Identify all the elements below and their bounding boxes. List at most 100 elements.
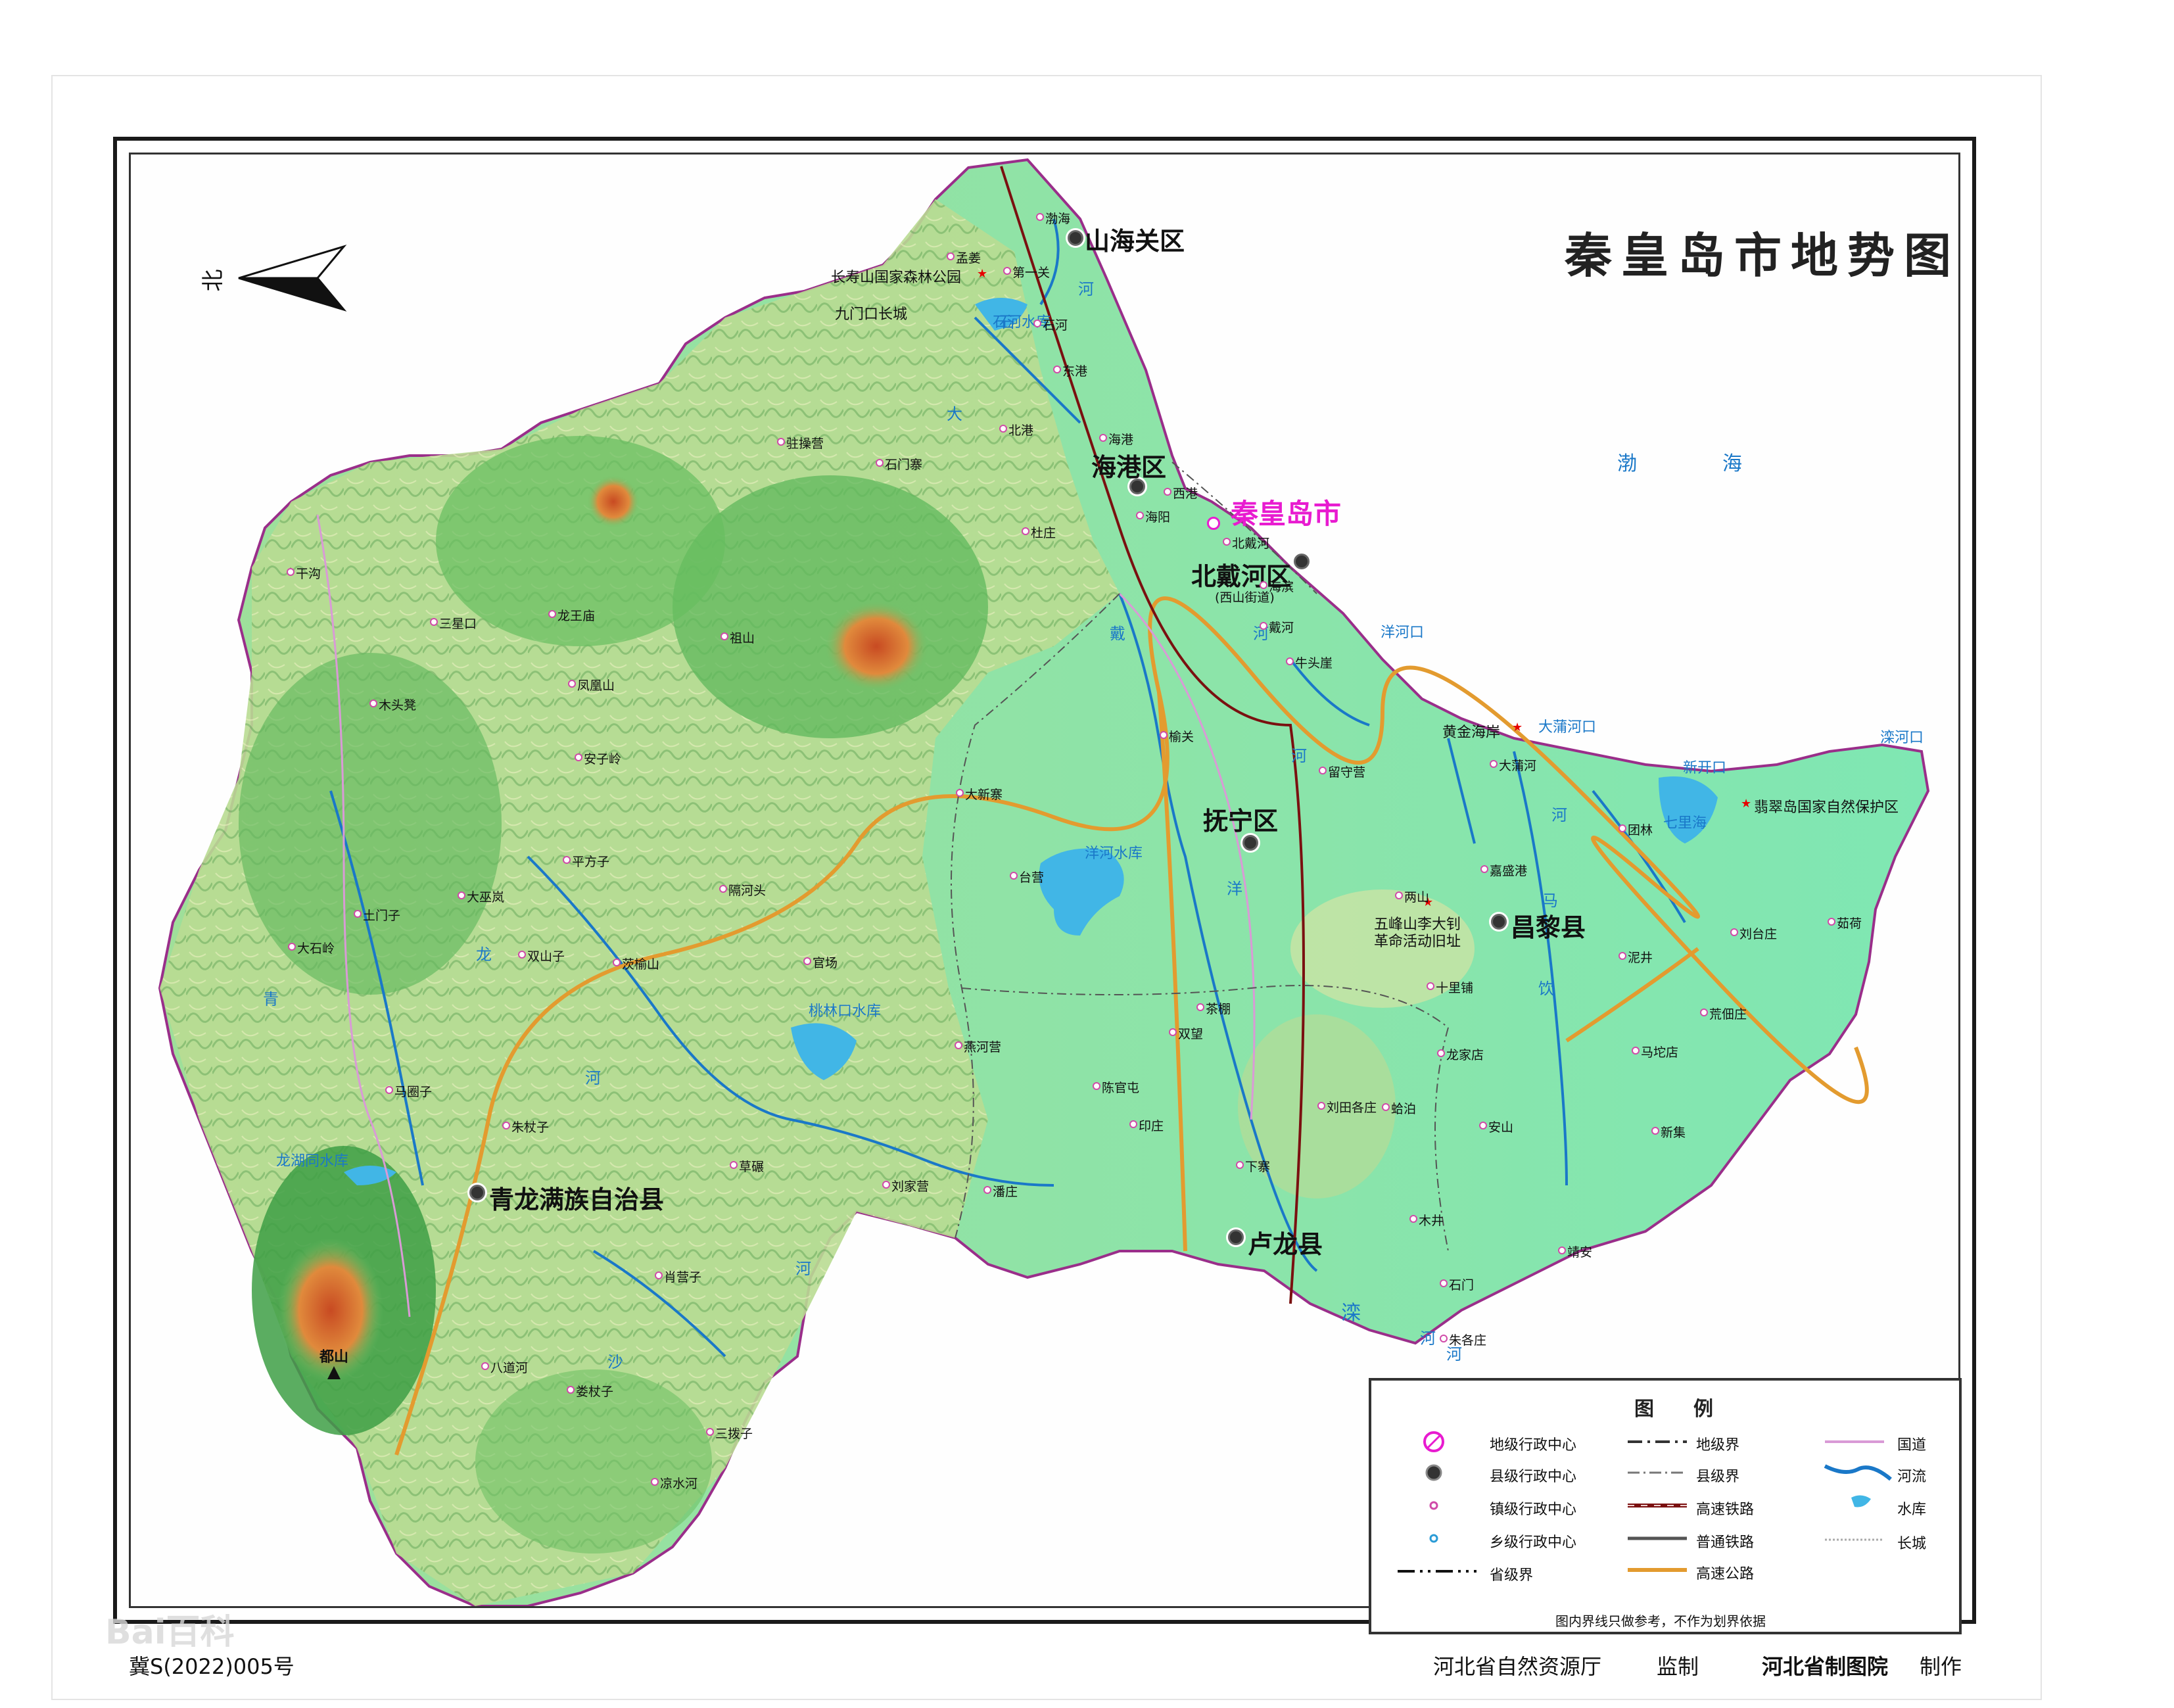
town-label: 印庄 <box>1139 1119 1164 1133</box>
town-marker <box>706 1428 714 1436</box>
outer-frame <box>113 137 1976 1624</box>
town-marker <box>567 1386 575 1394</box>
poi-label: 翡翠岛国家自然保护区 <box>1754 799 1899 816</box>
town-marker <box>1099 434 1107 442</box>
town-label: 八道河 <box>490 1361 529 1375</box>
estuary-label: 滦河口 <box>1880 730 1924 746</box>
mountain-south <box>475 1369 712 1554</box>
national-roads <box>316 514 1256 1317</box>
legend-item: 高速铁路 <box>1696 1502 1755 1518</box>
town-label: 东港 <box>1062 364 1088 379</box>
district-marker <box>1228 1229 1244 1245</box>
town-label: 孟姜 <box>956 251 981 266</box>
town-label: 茶棚 <box>1206 1002 1231 1016</box>
poi-label: 黄金海岸 <box>1442 724 1501 741</box>
town-marker <box>369 700 377 707</box>
legend-note: 图内界线只做参考，不作为划界依据 <box>1555 1613 1766 1629</box>
estuary-label: 洋河口 <box>1381 625 1425 641</box>
district-marker <box>1068 230 1083 246</box>
mountain-west <box>239 653 502 995</box>
town-marker <box>1169 1028 1177 1036</box>
district-marker <box>1491 914 1507 930</box>
town-marker <box>288 943 296 951</box>
poi-label: 都山 <box>319 1349 349 1365</box>
town-label: 大巫岚 <box>467 890 505 905</box>
town-marker <box>1260 622 1267 630</box>
poi-star-icon: ★ <box>1512 721 1523 734</box>
town-label: 牛头崖 <box>1295 656 1333 671</box>
town-label: 戴河 <box>1269 621 1294 635</box>
town-label: 土门子 <box>363 909 401 923</box>
supervise-label: 监制 <box>1657 1654 1699 1679</box>
town-marker <box>1395 891 1403 899</box>
dushan-peak-icon <box>327 1366 341 1379</box>
town-marker <box>955 1041 962 1049</box>
supervisor: 河北省自然资源厅 <box>1433 1654 1602 1679</box>
town-marker <box>876 459 884 467</box>
town-marker <box>947 252 955 260</box>
town-label: 潘庄 <box>993 1185 1018 1199</box>
town-marker <box>385 1086 393 1094</box>
town-marker <box>1223 538 1231 546</box>
town-marker <box>1036 213 1044 221</box>
reservoir-label: 龙湖同水库 <box>276 1153 349 1170</box>
town-marker <box>1632 1047 1640 1055</box>
legend-item: 河流 <box>1897 1469 1927 1485</box>
town-marker <box>719 885 727 893</box>
town-label: 石门 <box>1449 1278 1475 1293</box>
river-char: 河 <box>1551 806 1567 824</box>
town-label: 刘田各庄 <box>1327 1101 1377 1115</box>
river-char: 石 <box>999 313 1015 331</box>
town-marker <box>1828 918 1835 926</box>
estuary-label: 新开口 <box>1683 760 1727 776</box>
legend-item: 地级界 <box>1696 1437 1740 1454</box>
town-marker <box>430 618 438 626</box>
town-label: 大新寨 <box>965 788 1003 802</box>
peak-dushan <box>278 1238 383 1383</box>
legend-item: 县级界 <box>1696 1469 1740 1485</box>
town-label: 凉水河 <box>660 1477 698 1491</box>
town-marker <box>1437 1049 1445 1057</box>
legend: 图例 地级行政中心 县级行政中心 镇级行政中心 乡级行政中心 省级界 地级界 县… <box>1369 1378 1962 1634</box>
legend-item: 镇级行政中心 <box>1490 1502 1577 1518</box>
town-label: 海滨 <box>1269 580 1294 594</box>
district-label: 北戴河区 <box>1191 562 1292 591</box>
map-title: 秦皇岛市地势图 <box>1565 227 1961 283</box>
town-label: 马坨店 <box>1641 1045 1679 1060</box>
town-marker <box>983 1186 991 1194</box>
town-label: 安子岭 <box>584 752 622 767</box>
town-label: 木头凳 <box>379 698 417 713</box>
town-marker <box>651 1478 659 1486</box>
town-label: 荒佃庄 <box>1709 1007 1747 1022</box>
town-label: 留守营 <box>1328 765 1366 780</box>
town-marker <box>1651 1127 1659 1135</box>
town-label: 三拨子 <box>715 1427 753 1441</box>
town-label: 团林 <box>1628 823 1653 838</box>
town-marker <box>1619 952 1626 960</box>
district-marker <box>1242 835 1258 851</box>
railways <box>1000 166 1305 1304</box>
north-arrow <box>238 245 347 312</box>
reservoir-longhutong <box>344 1166 396 1185</box>
town-marker <box>1033 320 1041 327</box>
river-char: 河 <box>1291 747 1307 765</box>
town-label: 陈官屯 <box>1102 1081 1140 1095</box>
town-label: 靖安 <box>1567 1245 1593 1260</box>
town-marker <box>1409 1215 1417 1223</box>
poi-label: 九门口长城 <box>835 306 908 323</box>
town-marker <box>354 910 362 918</box>
town-marker <box>1440 1335 1448 1342</box>
town-marker <box>1382 1103 1390 1111</box>
town-marker <box>563 856 571 864</box>
river-char: 河 <box>1446 1345 1462 1364</box>
river-char: 滦 <box>1341 1302 1361 1325</box>
town-label: 西港 <box>1173 486 1198 501</box>
town-marker <box>458 891 465 899</box>
legend-symbols <box>1398 1431 1892 1573</box>
town-label: 龙家店 <box>1446 1048 1484 1062</box>
district-marker <box>1129 479 1145 494</box>
town-label: 隔河头 <box>728 884 767 898</box>
town-marker <box>1558 1246 1566 1254</box>
legend-item: 乡级行政中心 <box>1490 1534 1577 1551</box>
river-char: 马 <box>1542 891 1558 910</box>
